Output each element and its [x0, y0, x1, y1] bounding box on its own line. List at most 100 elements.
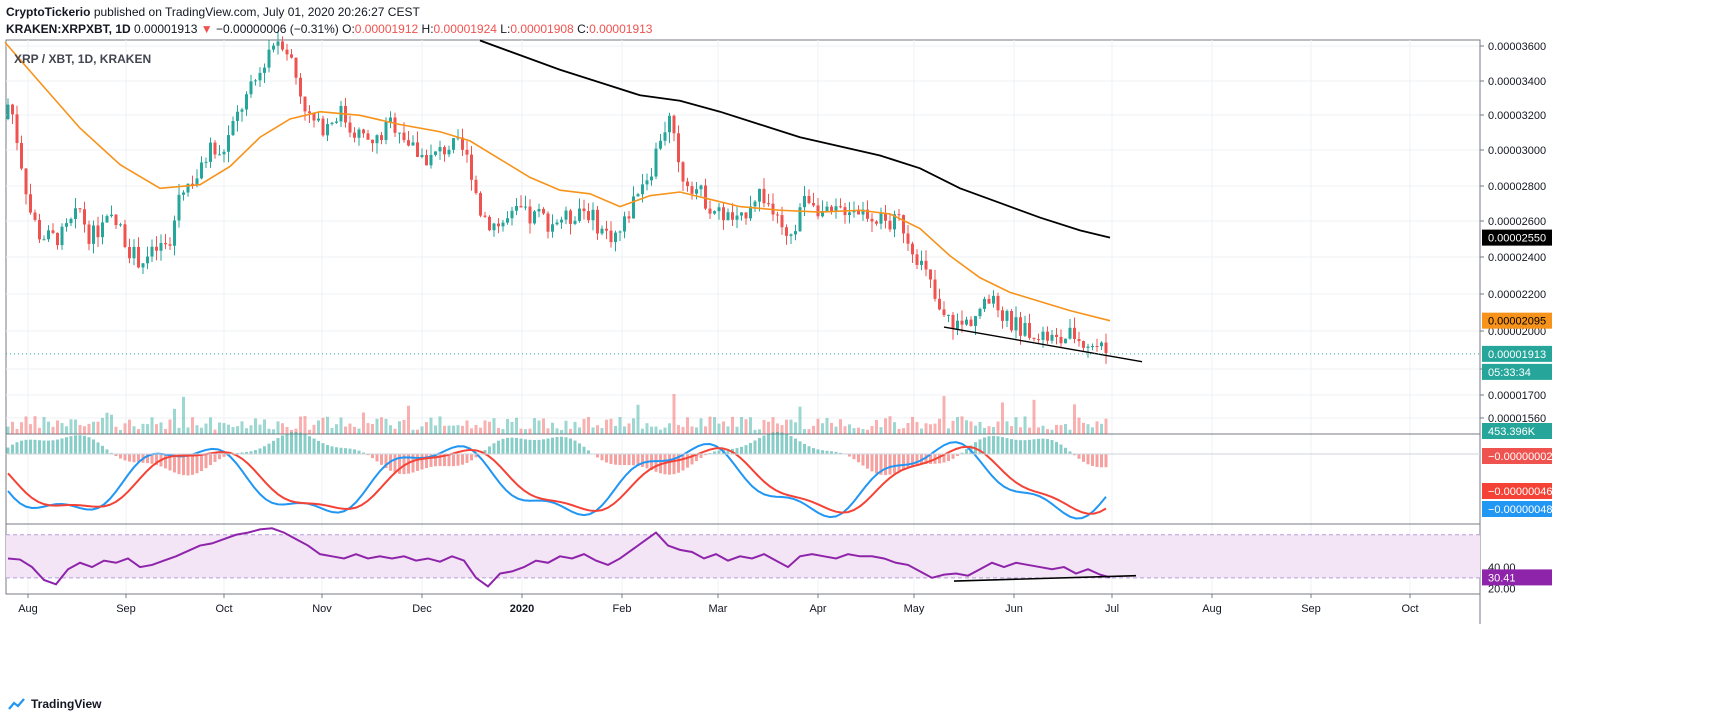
macd-hist-bar: [938, 454, 941, 464]
volume-bar: [479, 427, 482, 434]
candle: [317, 112, 320, 123]
candle: [645, 173, 649, 191]
volume-bar: [393, 428, 397, 434]
macd-hist-bar: [600, 454, 604, 461]
candle-body: [42, 239, 46, 241]
candle: [681, 161, 685, 192]
volume-bar: [681, 426, 685, 434]
candle-body: [731, 212, 734, 220]
macd-hist-bar: [596, 454, 599, 458]
candle-body: [672, 115, 676, 134]
volume-bar: [969, 421, 973, 434]
candle: [344, 97, 347, 128]
candle: [501, 219, 505, 232]
candle-body: [938, 298, 941, 310]
last-price-label-bg: [1482, 345, 1552, 362]
candle: [992, 290, 995, 308]
macd-hist-bar: [137, 454, 140, 463]
macd-hist-bar: [1028, 439, 1031, 454]
macd-hist-bar: [1046, 438, 1049, 454]
volume-bar: [866, 429, 869, 434]
volume-bar: [447, 425, 451, 434]
candle-body: [699, 185, 703, 190]
macd-hist-bar: [605, 454, 608, 463]
candle: [506, 211, 509, 225]
macd-hist-bar: [60, 438, 64, 454]
candle: [515, 198, 518, 216]
candle: [182, 190, 185, 201]
candle: [1019, 311, 1022, 345]
volume-bar: [1059, 425, 1063, 434]
candle-body: [704, 185, 707, 209]
volume-bar: [42, 417, 46, 434]
candle-body: [609, 230, 613, 243]
volume-bar: [132, 426, 136, 434]
candle-body: [204, 161, 208, 163]
candle-body: [695, 189, 698, 194]
candle: [366, 129, 370, 141]
last-price-label: 0.00001913: [1488, 349, 1546, 361]
candle-body: [357, 129, 361, 138]
candle: [1077, 331, 1081, 347]
candle: [848, 202, 851, 224]
macd-hist-bar: [1019, 440, 1022, 454]
volume-bar: [420, 426, 424, 434]
volume-bar: [573, 421, 577, 434]
candle-body: [254, 80, 257, 82]
price-axis-tick-label: 0.00001560: [1488, 413, 1546, 425]
candle-body: [249, 81, 253, 95]
macd-signal-value-label-bg: [1482, 483, 1552, 499]
candle-body: [623, 216, 626, 232]
footer-brand[interactable]: TradingView: [8, 697, 101, 711]
volume-bar: [222, 423, 226, 434]
candle-body: [564, 210, 568, 220]
candle: [830, 205, 833, 215]
volume-bar: [348, 423, 352, 434]
volume-bar: [186, 427, 190, 434]
candle-body: [276, 41, 280, 46]
macd-hist-bar: [245, 451, 248, 454]
candle: [123, 219, 127, 249]
macd-hist-bar: [834, 451, 838, 454]
candle: [1014, 306, 1018, 339]
macd-hist-bar: [695, 454, 698, 462]
candle: [537, 203, 541, 218]
volume-bar: [794, 422, 797, 434]
macd-hist-bar: [425, 454, 428, 469]
price-axis-tick-label: 0.00002600: [1488, 216, 1546, 228]
candle: [582, 199, 586, 220]
candle-body: [690, 186, 694, 194]
volume-bar: [1028, 427, 1031, 434]
candle-body: [600, 228, 604, 234]
macd-hist-bar: [911, 454, 914, 467]
candle: [623, 211, 626, 239]
candle: [416, 131, 419, 158]
candle-body: [1050, 334, 1054, 341]
candle-body: [956, 320, 959, 329]
candle-body: [1086, 346, 1090, 348]
publisher-name[interactable]: CryptoTickerio: [6, 5, 91, 19]
candle: [821, 200, 824, 218]
macd-hist-bar: [110, 452, 113, 454]
volume-bar: [821, 423, 824, 434]
volume-bar: [686, 417, 689, 434]
volume-bar: [839, 419, 842, 434]
candle-body: [969, 319, 973, 326]
volume-bar: [47, 421, 50, 434]
rsi-value-label-bg: [1482, 569, 1552, 586]
volume-bar: [317, 420, 320, 434]
candle: [173, 215, 176, 256]
macd-hist-bar: [339, 447, 343, 454]
candle: [447, 145, 451, 158]
candle-body: [506, 218, 509, 223]
candle-body: [749, 206, 752, 219]
volume-bar: [555, 428, 559, 434]
candle: [1055, 327, 1058, 345]
macd-hist-bar: [213, 454, 217, 462]
macd-hist-bar: [416, 454, 419, 471]
candle-body: [38, 219, 41, 240]
volume-bar: [843, 426, 847, 434]
macd-hist-bar: [956, 454, 959, 457]
time-axis-tick-label: 2020: [510, 603, 534, 615]
volume-bar: [857, 427, 860, 434]
